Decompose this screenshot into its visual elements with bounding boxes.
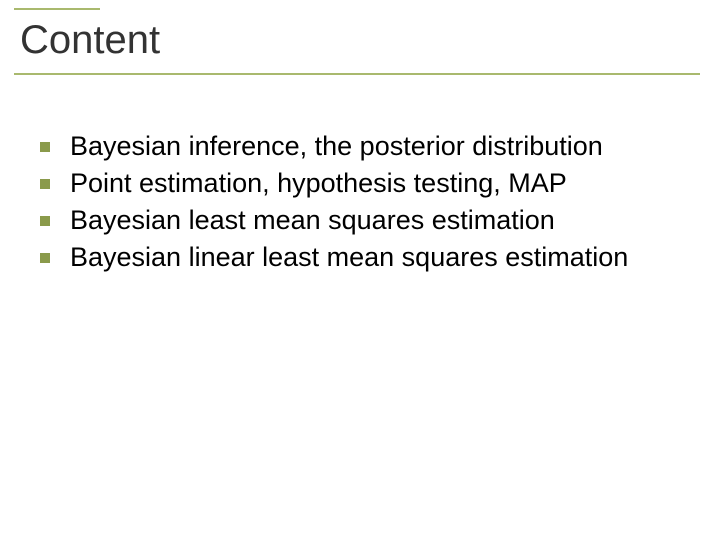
slide: Content Bayesian inference, the posterio… — [0, 0, 720, 540]
square-bullet-icon — [40, 142, 50, 152]
square-bullet-icon — [40, 179, 50, 189]
list-item: Bayesian inference, the posterior distri… — [40, 130, 680, 163]
list-item: Bayesian least mean squares estimation — [40, 204, 680, 237]
list-item-text: Bayesian least mean squares estimation — [70, 204, 680, 237]
bullet-list: Bayesian inference, the posterior distri… — [40, 130, 680, 274]
title-region: Content — [14, 8, 700, 75]
list-item-text: Bayesian linear least mean squares estim… — [70, 241, 680, 274]
body-region: Bayesian inference, the posterior distri… — [40, 130, 680, 278]
square-bullet-icon — [40, 216, 50, 226]
square-bullet-icon — [40, 253, 50, 263]
list-item-text: Bayesian inference, the posterior distri… — [70, 130, 680, 163]
list-item: Point estimation, hypothesis testing, MA… — [40, 167, 680, 200]
list-item-text: Point estimation, hypothesis testing, MA… — [70, 167, 680, 200]
slide-title: Content — [14, 10, 700, 73]
list-item: Bayesian linear least mean squares estim… — [40, 241, 680, 274]
title-bottom-rule — [14, 73, 700, 75]
